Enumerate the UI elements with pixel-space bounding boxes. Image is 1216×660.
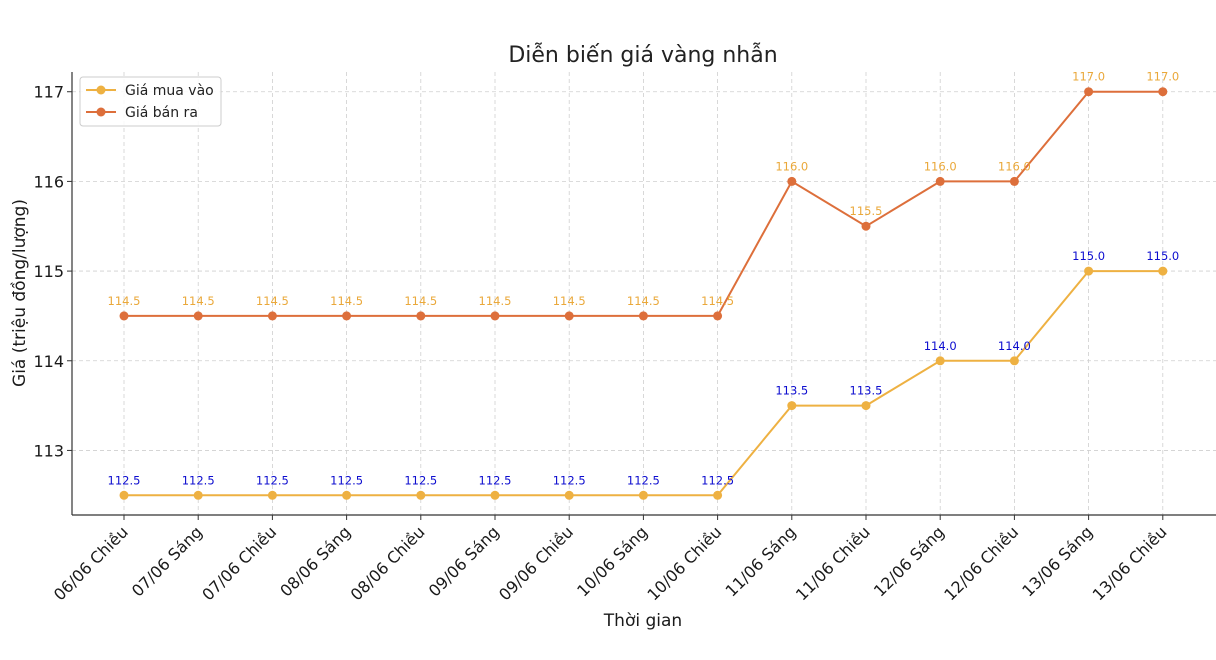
- x-tick-label: 09/06 Sáng: [425, 522, 503, 600]
- data-label: 112.5: [108, 473, 141, 487]
- data-label: 114.5: [701, 294, 734, 308]
- data-point: [416, 311, 426, 321]
- data-label: 116.0: [924, 159, 957, 173]
- x-tick-label: 10/06 Chiều: [643, 522, 725, 604]
- data-point: [638, 490, 648, 500]
- data-point: [787, 176, 797, 186]
- y-tick-labels: 113 114 115 116 117: [33, 83, 72, 460]
- data-point: [193, 490, 203, 500]
- axes: [71, 72, 1216, 516]
- data-label: 114.5: [553, 294, 586, 308]
- data-point: [490, 490, 500, 500]
- data-label: 114.5: [182, 294, 215, 308]
- x-tick-label: 11/06 Sáng: [722, 522, 800, 600]
- legend-label: Giá bán ra: [125, 105, 198, 121]
- data-label: 112.5: [553, 473, 586, 487]
- data-point: [564, 490, 574, 500]
- data-point: [1009, 176, 1019, 186]
- x-tick-label: 12/06 Chiều: [940, 522, 1022, 604]
- data-point: [638, 311, 648, 321]
- data-label: 112.5: [627, 473, 660, 487]
- data-label: 112.5: [701, 473, 734, 487]
- data-point: [935, 356, 945, 366]
- data-point: [1084, 266, 1094, 276]
- y-tick-label: 113: [33, 441, 64, 460]
- data-labels: 112.5 112.5 112.5 112.5 112.5 112.5 112.5 112.5…: [108, 70, 1180, 488]
- y-tick-label: 115: [33, 262, 64, 281]
- data-label: 117.0: [1072, 70, 1105, 84]
- data-point: [861, 221, 871, 231]
- data-label: 112.5: [256, 473, 289, 487]
- data-point: [1158, 266, 1168, 276]
- series-group: [119, 87, 1168, 500]
- data-label: 114.5: [627, 294, 660, 308]
- data-point: [935, 176, 945, 186]
- data-point: [787, 401, 797, 411]
- x-tick-label: 13/06 Chiều: [1089, 522, 1171, 604]
- data-label: 115.0: [1146, 249, 1179, 263]
- data-point: [342, 311, 352, 321]
- y-tick-label: 114: [33, 352, 64, 371]
- data-label: 112.5: [479, 473, 512, 487]
- data-label: 114.0: [924, 339, 957, 353]
- x-tick-label: 08/06 Sáng: [276, 522, 354, 600]
- data-label: 114.5: [108, 294, 141, 308]
- chart-title: Diễn biến giá vàng nhẫn: [508, 42, 777, 68]
- data-label: 112.5: [404, 473, 437, 487]
- x-tick-label: 10/06 Sáng: [573, 522, 651, 600]
- data-point: [267, 311, 277, 321]
- x-axis-title: Thời gian: [603, 611, 682, 631]
- x-tick-label: 09/06 Chiều: [495, 522, 577, 604]
- data-label: 113.5: [850, 384, 883, 398]
- data-point: [416, 490, 426, 500]
- data-label: 116.0: [775, 159, 808, 173]
- x-tick-label: 07/06 Chiều: [198, 522, 280, 604]
- data-point: [342, 490, 352, 500]
- data-point: [119, 311, 129, 321]
- data-label: 112.5: [182, 473, 215, 487]
- y-tick-label: 117: [33, 83, 64, 102]
- x-tick-label: 08/06 Chiều: [347, 522, 429, 604]
- x-tick-label: 07/06 Sáng: [128, 522, 206, 600]
- data-label: 116.0: [998, 159, 1031, 173]
- legend-label: Giá mua vào: [125, 83, 214, 99]
- x-tick-label: 13/06 Sáng: [1018, 522, 1096, 600]
- data-label: 114.5: [330, 294, 363, 308]
- data-label: 114.0: [998, 339, 1031, 353]
- legend-swatch-marker: [96, 85, 106, 95]
- data-point: [267, 490, 277, 500]
- x-tick-label: 11/06 Chiều: [792, 522, 874, 604]
- data-point: [1158, 87, 1168, 97]
- y-tick-label: 116: [33, 172, 64, 191]
- data-label: 117.0: [1146, 70, 1179, 84]
- data-point: [1009, 356, 1019, 366]
- data-label: 113.5: [775, 384, 808, 398]
- legend-swatch-marker: [96, 107, 106, 117]
- grid: [72, 72, 1216, 515]
- data-label: 114.5: [404, 294, 437, 308]
- data-point: [861, 401, 871, 411]
- x-tick-label: 06/06 Chiều: [50, 522, 132, 604]
- data-point: [713, 490, 723, 500]
- data-label: 114.5: [256, 294, 289, 308]
- data-label: 115.5: [850, 204, 883, 218]
- data-point: [490, 311, 500, 321]
- data-point: [1084, 87, 1094, 97]
- data-label: 115.0: [1072, 249, 1105, 263]
- y-axis-title: Giá (triệu đồng/lượng): [9, 199, 30, 387]
- data-point: [193, 311, 203, 321]
- legend: Giá mua vào Giá bán ra: [79, 76, 222, 127]
- data-point: [713, 311, 723, 321]
- data-label: 114.5: [479, 294, 512, 308]
- data-label: 112.5: [330, 473, 363, 487]
- data-point: [564, 311, 574, 321]
- x-tick-label: 12/06 Sáng: [870, 522, 948, 600]
- data-point: [119, 490, 129, 500]
